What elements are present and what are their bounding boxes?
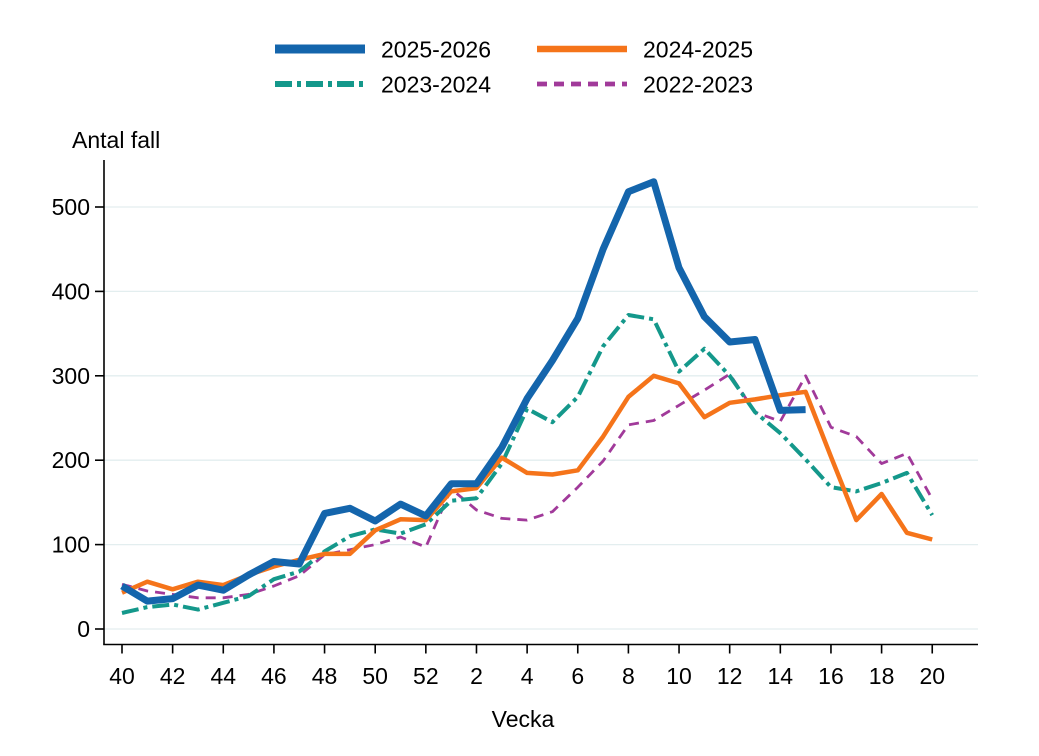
series-lines <box>120 178 934 615</box>
x-tick-label: 20 <box>919 663 945 689</box>
y-tick-label: 500 <box>52 194 90 220</box>
x-tick-label: 16 <box>818 663 844 689</box>
x-tick-label: 48 <box>312 663 338 689</box>
x-tick-label: 6 <box>571 663 584 689</box>
x-tick-label: 8 <box>622 663 635 689</box>
x-axis-title: Vecka <box>492 706 555 732</box>
x-tick-label: 50 <box>362 663 388 689</box>
axes <box>95 160 978 654</box>
x-tick-label: 46 <box>261 663 287 689</box>
x-tick-label: 2 <box>470 663 483 689</box>
legend-label-2022-2023: 2022-2023 <box>643 72 753 98</box>
y-tick-label: 300 <box>52 363 90 389</box>
legend-label-2023-2024: 2023-2024 <box>381 72 491 98</box>
y-tick-label: 100 <box>52 532 90 558</box>
x-tick-label: 44 <box>210 663 236 689</box>
x-tick-label: 4 <box>521 663 534 689</box>
series-line-2023-2024 <box>121 313 934 615</box>
x-tick-label: 10 <box>666 663 692 689</box>
series-line-2025-2026 <box>120 178 806 605</box>
x-tick-label: 42 <box>160 663 186 689</box>
y-tick-label: 0 <box>77 616 90 642</box>
gridlines <box>104 206 978 630</box>
y-axis-title: Antal fall <box>72 127 160 153</box>
legend-label-2024-2025: 2024-2025 <box>643 37 753 63</box>
x-tick-label: 40 <box>109 663 135 689</box>
legend-label-2025-2026: 2025-2026 <box>381 37 491 63</box>
legend: 2025-2026 2024-2025 2023-2024 2022-2023 <box>275 37 753 98</box>
y-tick-label: 200 <box>52 447 90 473</box>
y-tick-label: 400 <box>52 278 90 304</box>
x-tick-label: 12 <box>717 663 743 689</box>
x-tick-label: 14 <box>768 663 794 689</box>
x-tick-label: 18 <box>869 663 895 689</box>
x-tick-label: 52 <box>413 663 439 689</box>
